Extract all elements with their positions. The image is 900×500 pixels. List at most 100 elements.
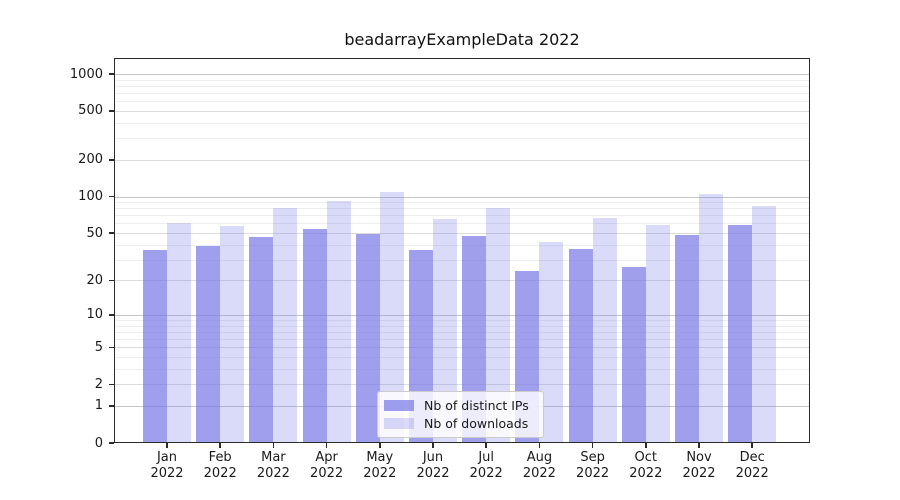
- y-tick-label: 500: [78, 103, 103, 119]
- bar-nb-of-distinct-ips-nov: [675, 235, 699, 442]
- bar-nb-of-distinct-ips-mar: [249, 237, 274, 442]
- legend-swatch-distinct-ips: [384, 400, 414, 411]
- bar-nb-of-distinct-ips-oct: [621, 266, 646, 442]
- bar-nb-of-downloads-jan: [167, 223, 191, 442]
- gridline-minor: [115, 259, 809, 261]
- gridline: [115, 74, 809, 75]
- gridline-minor: [115, 325, 809, 327]
- y-tick-mark: [109, 346, 114, 349]
- x-tick-label: Jan 2022: [150, 450, 184, 481]
- gridline: [115, 196, 809, 198]
- bar-nb-of-downloads-nov: [699, 194, 723, 442]
- y-tick-label: 10: [86, 307, 103, 323]
- bar-nb-of-downloads-feb: [220, 226, 245, 442]
- y-tick-label: 100: [78, 189, 103, 204]
- x-tick-mark: [166, 443, 168, 448]
- bar-nb-of-downloads-dec: [752, 206, 777, 442]
- x-tick-mark: [538, 443, 541, 448]
- x-tick-mark: [591, 443, 594, 448]
- gridline-minor: [115, 79, 809, 81]
- y-tick-label: 1: [94, 398, 103, 414]
- x-tick-label: Jun 2022: [416, 450, 450, 481]
- x-tick-mark: [698, 443, 700, 448]
- y-tick-mark: [109, 383, 114, 386]
- bar-nb-of-distinct-ips-dec: [728, 225, 753, 442]
- legend-label-distinct-ips: Nb of distinct IPs: [424, 398, 529, 413]
- y-tick-mark: [109, 279, 114, 282]
- chart-title: beadarrayExampleData 2022: [344, 30, 580, 49]
- x-tick-label: Feb 2022: [203, 450, 237, 481]
- gridline-minor: [115, 122, 809, 124]
- legend-item-downloads: Nb of downloads: [384, 417, 529, 430]
- x-tick-label: Sep 2022: [576, 450, 610, 481]
- plot-area: [114, 58, 810, 443]
- bar-nb-of-distinct-ips-apr: [302, 228, 327, 442]
- gridline-minor: [115, 85, 809, 87]
- y-tick-label: 20: [86, 272, 103, 288]
- x-tick-label: Mar 2022: [256, 450, 290, 481]
- gridline-minor: [115, 138, 809, 140]
- y-tick-mark: [109, 405, 114, 407]
- x-tick-label: Dec 2022: [735, 450, 769, 481]
- y-tick-label: 0: [94, 435, 103, 451]
- bar-nb-of-downloads-apr: [326, 200, 351, 442]
- legend-swatch-downloads: [384, 418, 414, 429]
- y-tick-label: 200: [78, 152, 103, 168]
- x-tick-mark: [219, 443, 221, 448]
- gridline: [115, 384, 809, 386]
- y-tick-label: 5: [94, 339, 103, 355]
- gridline-minor: [115, 215, 809, 217]
- y-tick-label: 1000: [69, 66, 103, 82]
- x-tick-mark: [379, 443, 381, 448]
- legend: Nb of distinct IPs Nb of downloads: [377, 391, 544, 438]
- legend-item-distinct-ips: Nb of distinct IPs: [384, 399, 529, 412]
- y-tick-mark: [109, 110, 114, 112]
- gridline-minor: [115, 244, 809, 246]
- gridline: [115, 314, 809, 316]
- gridline: [115, 280, 809, 282]
- y-tick-label: 2: [94, 376, 103, 392]
- bar-nb-of-downloads-oct: [645, 225, 670, 442]
- x-tick-label: Apr 2022: [310, 450, 344, 481]
- gridline-minor: [115, 368, 809, 370]
- x-tick-mark: [645, 443, 647, 448]
- y-tick-mark: [109, 232, 114, 234]
- gridline-minor: [115, 202, 809, 204]
- y-tick-mark: [109, 73, 114, 75]
- y-tick-mark: [109, 159, 114, 161]
- x-tick-label: Oct 2022: [629, 450, 663, 481]
- gridline-minor: [115, 357, 809, 359]
- y-tick-mark: [109, 442, 114, 444]
- gridline-minor: [115, 223, 809, 225]
- x-tick-mark: [485, 443, 487, 448]
- gridline-minor: [115, 320, 809, 322]
- x-tick-mark: [751, 443, 753, 448]
- x-tick-label: Nov 2022: [682, 450, 716, 481]
- bar-nb-of-downloads-mar: [273, 208, 298, 442]
- bar-nb-of-downloads-sep: [592, 218, 617, 442]
- bar-nb-of-distinct-ips-feb: [196, 245, 221, 442]
- x-tick-mark: [432, 443, 434, 448]
- x-tick-mark: [325, 443, 328, 448]
- gridline: [115, 110, 809, 112]
- bar-nb-of-distinct-ips-jan: [143, 250, 167, 442]
- gridline: [115, 347, 809, 349]
- x-tick-label: Jul 2022: [469, 450, 503, 481]
- x-tick-label: May 2022: [363, 450, 397, 481]
- gridline-minor: [115, 331, 809, 333]
- gridline-minor: [115, 101, 809, 103]
- gridline-minor: [115, 208, 809, 210]
- gridline: [115, 159, 809, 161]
- y-tick-label: 50: [86, 225, 103, 241]
- bar-nb-of-distinct-ips-sep: [568, 248, 593, 442]
- gridline-minor: [115, 93, 809, 95]
- x-tick-label: Aug 2022: [522, 450, 556, 481]
- bar-nb-of-distinct-ips-may: [355, 234, 380, 442]
- gridline-minor: [115, 339, 809, 341]
- gridline: [115, 233, 809, 234]
- legend-label-downloads: Nb of downloads: [424, 416, 529, 431]
- y-tick-mark: [109, 195, 114, 198]
- y-tick-mark: [109, 314, 114, 316]
- x-tick-mark: [272, 443, 275, 448]
